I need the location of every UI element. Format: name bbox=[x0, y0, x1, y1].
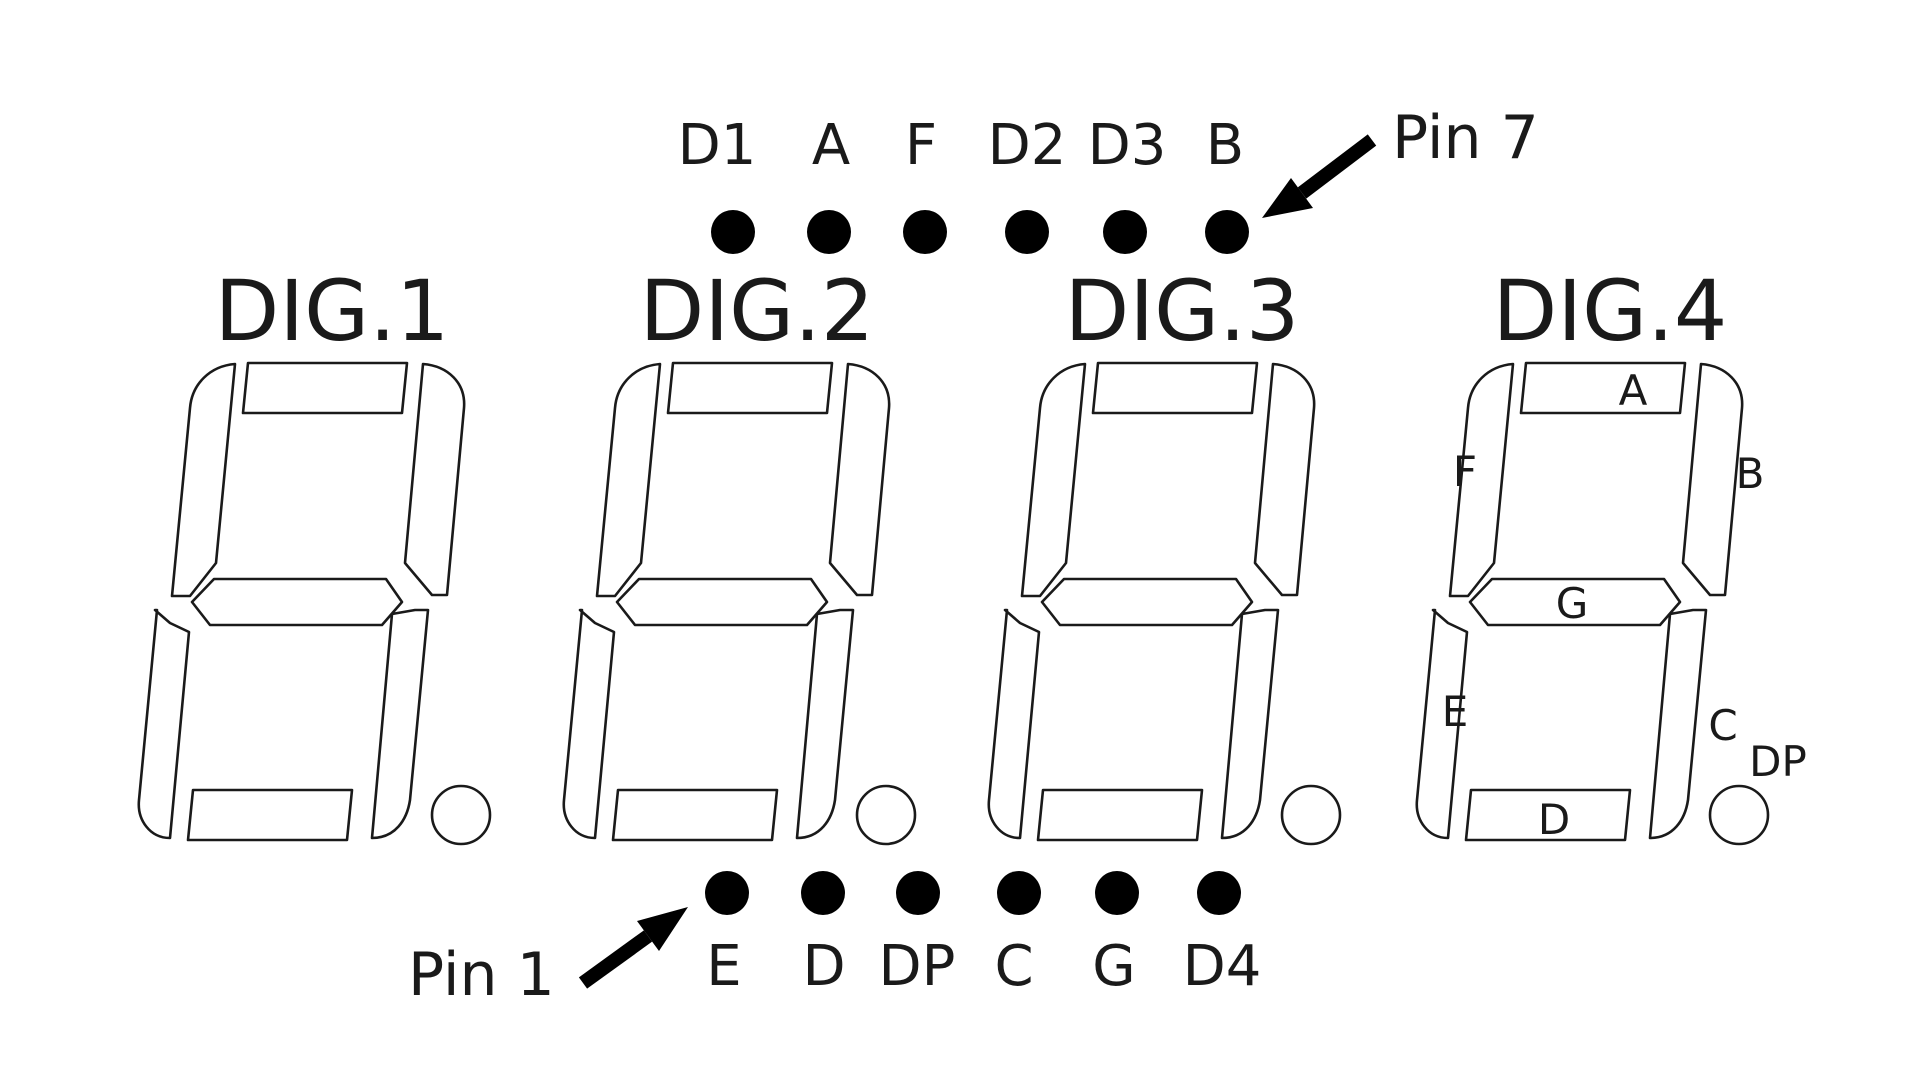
top-pin-label: D1 bbox=[678, 113, 757, 178]
digit-title: DIG.4 bbox=[1493, 262, 1728, 360]
pin1-label: Pin 1 bbox=[408, 940, 555, 1010]
bottom-pin-label: D4 bbox=[1183, 934, 1262, 999]
digit-1: DIG.1 bbox=[137, 262, 492, 846]
bottom-pin-label: E bbox=[706, 934, 741, 999]
top-pin-label: F bbox=[905, 113, 937, 178]
segment-d bbox=[1464, 788, 1632, 842]
bottom-pin-dot bbox=[997, 871, 1041, 915]
segment-label-a: A bbox=[1619, 366, 1648, 415]
segment-b bbox=[403, 362, 466, 597]
segment-f bbox=[1020, 362, 1087, 598]
segment-b bbox=[828, 362, 891, 597]
bottom-pin-label: C bbox=[994, 934, 1033, 999]
digit-4: DIG.4 A B C D E F G DP bbox=[1415, 262, 1807, 846]
segment-e bbox=[137, 608, 191, 840]
decimal-point bbox=[1280, 784, 1342, 846]
top-pin-dot bbox=[807, 210, 851, 254]
top-pin-row: D1 A F D2 D3 B bbox=[678, 113, 1249, 254]
top-pin-label: B bbox=[1206, 113, 1244, 178]
decimal-point bbox=[855, 784, 917, 846]
top-pin-dot bbox=[903, 210, 947, 254]
segment-d bbox=[611, 788, 779, 842]
segment-f bbox=[595, 362, 662, 598]
pin1-arrow-icon bbox=[578, 907, 688, 989]
segment-label-b: B bbox=[1736, 449, 1765, 498]
segment-f bbox=[170, 362, 237, 598]
segment-g bbox=[190, 577, 404, 627]
top-pin-label: D3 bbox=[1088, 113, 1167, 178]
segment-e bbox=[562, 608, 616, 840]
segment-g bbox=[1040, 577, 1254, 627]
segment-d bbox=[186, 788, 354, 842]
segment-label-c: C bbox=[1708, 701, 1737, 750]
top-pin-dot bbox=[1005, 210, 1049, 254]
digit-title: DIG.1 bbox=[215, 262, 450, 360]
top-pin-label: A bbox=[812, 113, 850, 178]
bottom-pin-label: D bbox=[802, 934, 845, 999]
bottom-pin-dot bbox=[1197, 871, 1241, 915]
segment-e bbox=[987, 608, 1041, 840]
segment-b bbox=[1681, 362, 1744, 597]
segment-label-dp: DP bbox=[1749, 737, 1807, 786]
bottom-pin-label: G bbox=[1092, 934, 1135, 999]
top-pin-dot bbox=[1103, 210, 1147, 254]
segment-label-d: D bbox=[1538, 795, 1570, 844]
top-pin-label: D2 bbox=[988, 113, 1067, 178]
segment-a bbox=[666, 361, 834, 415]
top-pin-dot bbox=[711, 210, 755, 254]
segment-a bbox=[1091, 361, 1259, 415]
segment-label-g: G bbox=[1556, 579, 1589, 628]
segment-g bbox=[1468, 577, 1682, 627]
digits-layer: DIG.1 DIG.2 DIG.3 DIG.4 A B C D E F G DP bbox=[137, 262, 1807, 846]
segment-c bbox=[795, 608, 855, 840]
segment-d bbox=[1036, 788, 1204, 842]
segment-c bbox=[370, 608, 430, 840]
digit-2: DIG.2 bbox=[562, 262, 917, 846]
segment-f bbox=[1448, 362, 1515, 598]
bottom-pin-row: E D DP C G D4 bbox=[705, 871, 1261, 999]
segment-e bbox=[1415, 608, 1469, 840]
segment-g bbox=[615, 577, 829, 627]
digit-3: DIG.3 bbox=[987, 262, 1342, 846]
top-pin-dot bbox=[1205, 210, 1249, 254]
segment-label-e: E bbox=[1442, 687, 1469, 736]
digit-title: DIG.2 bbox=[640, 262, 875, 360]
segment-a bbox=[241, 361, 409, 415]
bottom-pin-label: DP bbox=[879, 934, 956, 999]
segment-label-f: F bbox=[1453, 447, 1477, 496]
decimal-point bbox=[430, 784, 492, 846]
bottom-pin-dot bbox=[705, 871, 749, 915]
segment-b bbox=[1253, 362, 1316, 597]
bottom-pin-dot bbox=[896, 871, 940, 915]
decimal-point bbox=[1708, 784, 1770, 846]
pin7-label: Pin 7 bbox=[1392, 103, 1539, 173]
bottom-pin-dot bbox=[1095, 871, 1139, 915]
segment-c bbox=[1220, 608, 1280, 840]
pin7-arrow-icon bbox=[1262, 134, 1377, 218]
segment-c bbox=[1648, 608, 1708, 840]
segment-a bbox=[1519, 361, 1687, 415]
bottom-pin-dot bbox=[801, 871, 845, 915]
digit-title: DIG.3 bbox=[1065, 262, 1300, 360]
